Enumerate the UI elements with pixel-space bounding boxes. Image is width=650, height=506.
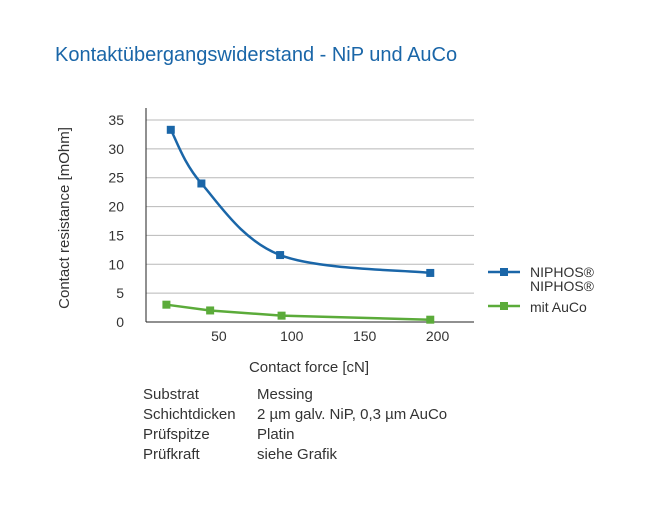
y-tick-label: 0 (116, 314, 124, 330)
info-value: 2 µm galv. NiP, 0,3 µm AuCo (257, 406, 448, 423)
data-point-marker (206, 306, 215, 315)
series-line-0 (169, 129, 431, 275)
legend-marker (500, 268, 508, 276)
y-tick-label: 15 (108, 227, 124, 243)
info-key: Schichtdicken (143, 406, 236, 423)
info-row: Schichtdicken 2 µm galv. NiP, 0,3 µm AuC… (143, 405, 447, 425)
data-point-marker (426, 268, 435, 277)
y-tick-label: 30 (108, 141, 124, 157)
data-point-marker (166, 125, 175, 134)
axis-layer (145, 108, 474, 323)
y-tick-label: 10 (108, 256, 124, 272)
y-tick-label: 5 (116, 285, 124, 301)
info-value: Platin (257, 426, 295, 443)
series-layer (162, 125, 435, 324)
x-axis-label: Contact force [cN] (249, 359, 369, 376)
y-tick-label: 20 (108, 199, 124, 215)
info-value: Messing (257, 386, 313, 403)
legend-label: NIPHOS® (530, 264, 595, 280)
legend: NIPHOS®NIPHOS® mit AuCo (488, 264, 595, 315)
legend-label: NIPHOS® (530, 278, 595, 294)
x-tick-label: 200 (426, 328, 450, 344)
info-row: Prüfkraft siehe Grafik (143, 445, 447, 465)
info-key: Prüfspitze (143, 426, 210, 443)
y-tick-label: 35 (108, 112, 124, 128)
info-key: Substrat (143, 386, 199, 403)
info-key: Prüfkraft (143, 446, 200, 463)
x-tick-label: 100 (280, 328, 304, 344)
tick-layer: 0 5 10 15 20 25 30 35 50 100 150 200 (108, 112, 449, 344)
data-point-marker (426, 315, 435, 324)
data-point-marker (277, 311, 286, 320)
x-tick-label: 50 (211, 328, 227, 344)
series-line-1 (166, 303, 431, 321)
info-row: Substrat Messing (143, 385, 447, 405)
data-point-marker (197, 179, 206, 188)
y-tick-label: 25 (108, 170, 124, 186)
info-table: Substrat Messing Schichtdicken 2 µm galv… (143, 385, 447, 465)
data-point-marker (162, 300, 171, 309)
legend-label: mit AuCo (530, 299, 587, 315)
legend-marker (500, 302, 508, 310)
y-axis-label: Contact resistance [mOhm] (56, 127, 73, 309)
data-point-marker (276, 251, 285, 260)
info-row: Prüfspitze Platin (143, 425, 447, 445)
chart-title: Kontaktübergangswiderstand - NiP und AuC… (55, 44, 458, 66)
x-tick-label: 150 (353, 328, 377, 344)
grid-layer (146, 119, 474, 323)
info-value: siehe Grafik (257, 446, 338, 463)
